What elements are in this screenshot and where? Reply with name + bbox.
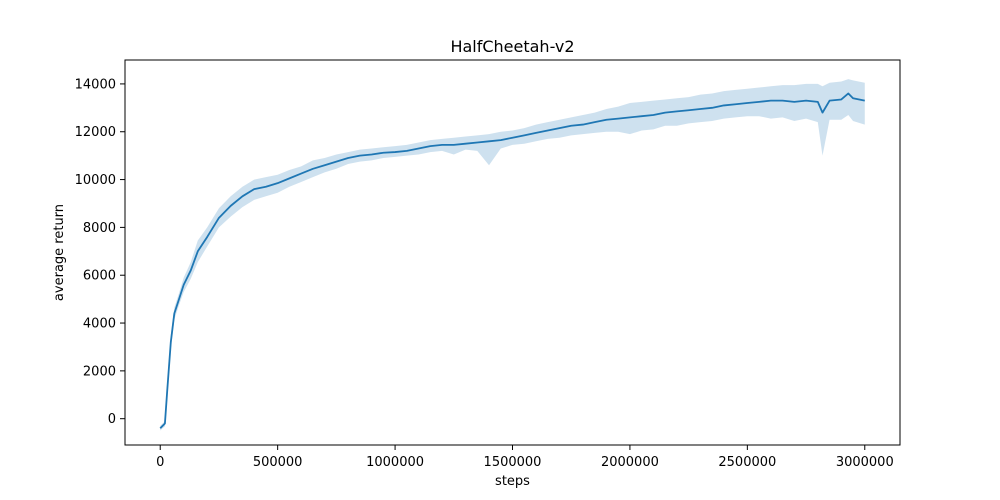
- plot-area-frame: [124, 59, 901, 446]
- series-line-0: [159, 92, 865, 429]
- y-tick-label: 4000: [83, 317, 116, 332]
- x-tick-label: 1000000: [366, 455, 424, 470]
- chart-title: HalfCheetah-v2: [450, 37, 574, 56]
- x-tick-label: 1500000: [484, 455, 542, 470]
- y-tick-label: 6000: [83, 269, 116, 284]
- series-line-layer: [159, 92, 865, 429]
- y-axis-label: average return: [52, 204, 67, 301]
- y-tick-label: 14000: [75, 77, 116, 92]
- x-axis: 0 500000 1000000 1500000 2000000 2500000 30000…: [156, 445, 894, 470]
- confidence-band-0: [160, 79, 865, 431]
- x-tick-label: 3000000: [836, 455, 894, 470]
- y-axis: 0 2000 4000 6000 8000 10000 12000 14000: [75, 77, 125, 427]
- x-tick-label: 2000000: [601, 455, 659, 470]
- y-tick-label: 0: [108, 412, 116, 427]
- x-axis-label: steps: [495, 474, 530, 489]
- confidence-band-layer: [160, 79, 865, 431]
- y-tick-label: 12000: [75, 125, 116, 140]
- x-tick-label: 500000: [253, 455, 303, 470]
- y-tick-label: 10000: [75, 173, 116, 188]
- x-tick-label: 0: [156, 455, 164, 470]
- x-tick-label: 2500000: [718, 455, 776, 470]
- y-tick-label: 8000: [83, 221, 116, 236]
- y-tick-label: 2000: [83, 364, 116, 379]
